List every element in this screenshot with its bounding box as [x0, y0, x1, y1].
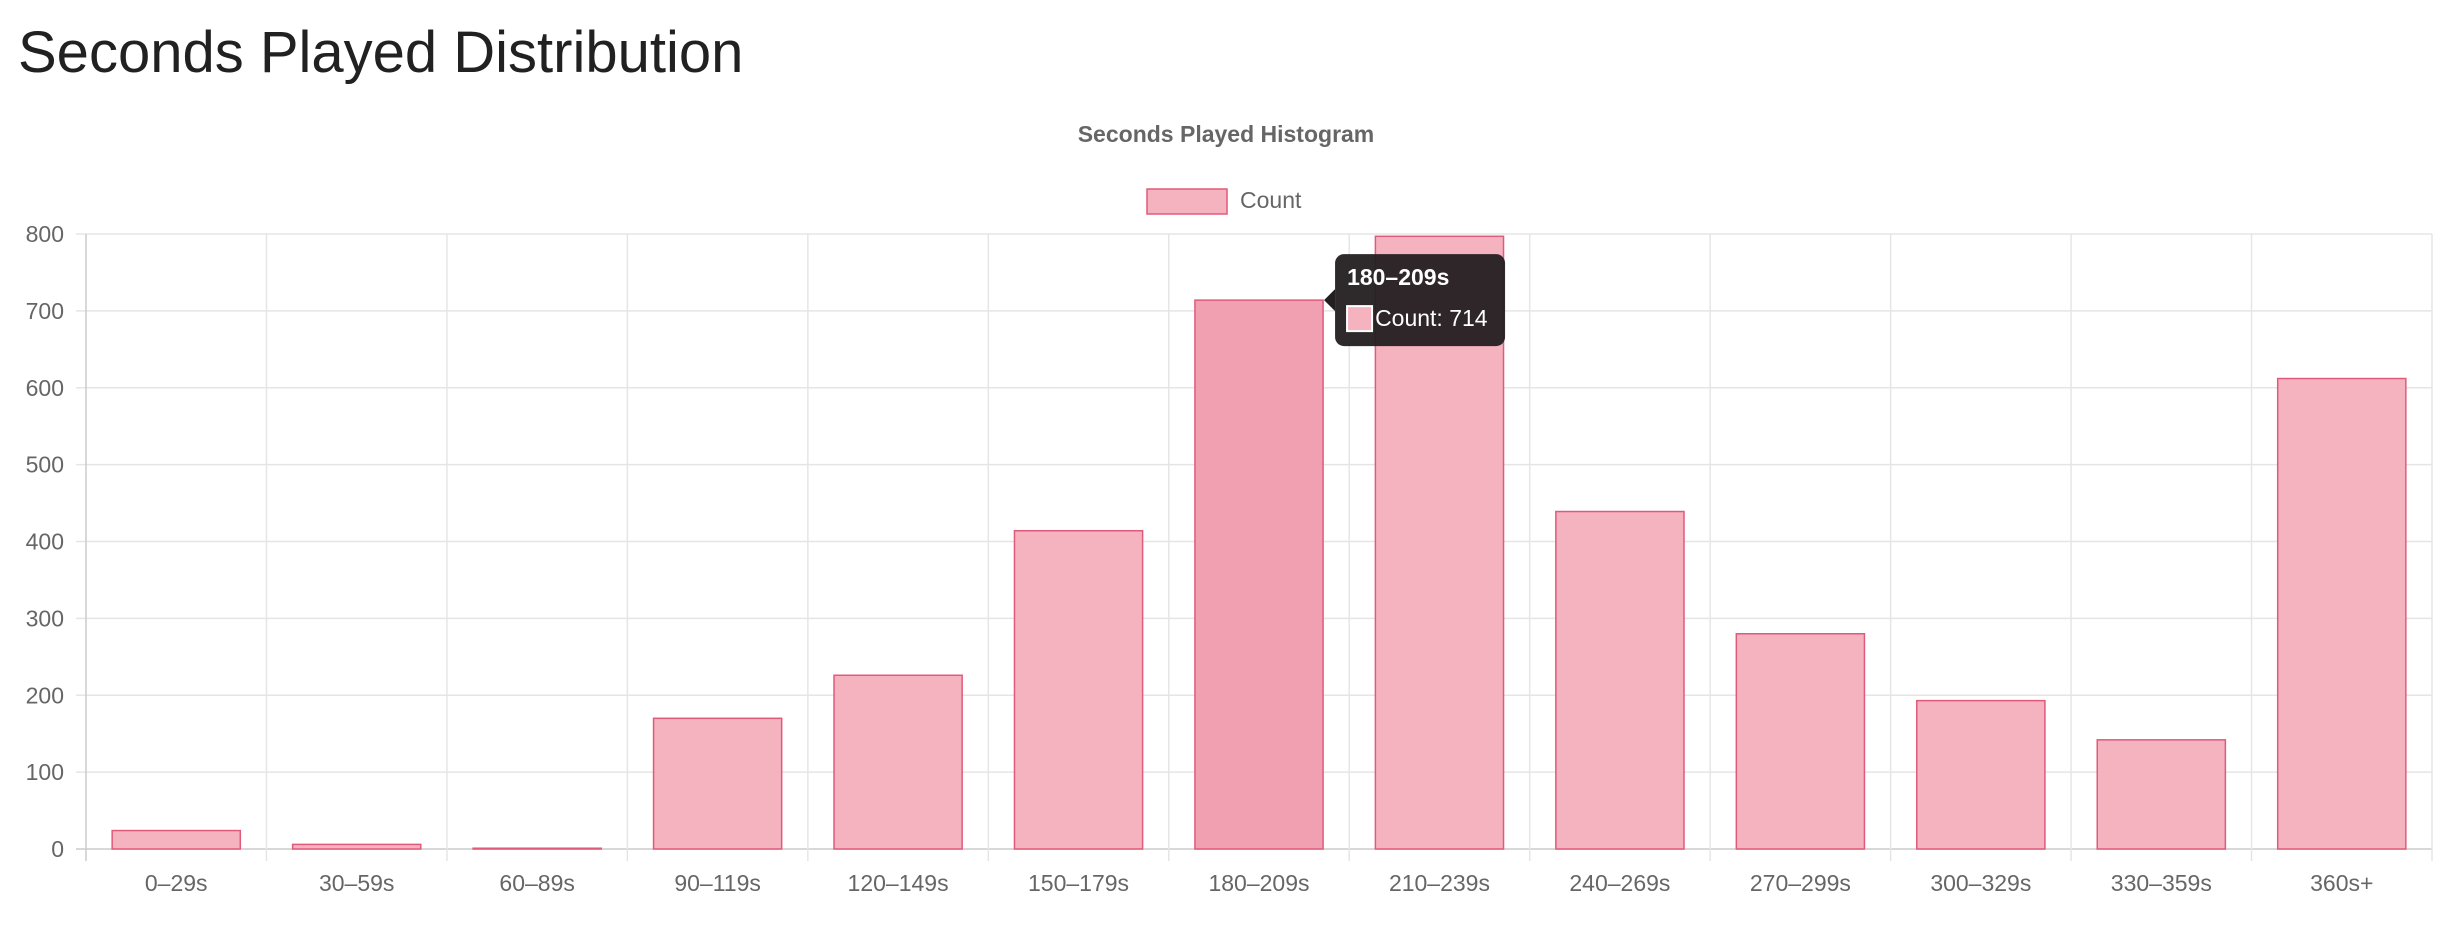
bar[interactable] — [2096, 739, 2227, 850]
bar[interactable] — [291, 843, 422, 850]
x-tick-label: 0–29s — [145, 870, 208, 896]
x-tick-label: 240–269s — [1569, 870, 1670, 896]
y-tick-label: 300 — [26, 605, 64, 631]
x-tick-label: 180–209s — [1208, 870, 1309, 896]
y-tick-label: 800 — [26, 221, 64, 247]
tooltip-caret — [1324, 289, 1336, 312]
chart-title: Seconds Played Histogram — [1078, 121, 1375, 147]
x-tick-label: 90–119s — [674, 870, 761, 896]
bar[interactable] — [1013, 529, 1144, 850]
bar[interactable] — [1555, 510, 1685, 850]
tooltip-label: Count: 714 — [1375, 305, 1488, 331]
bar[interactable] — [1735, 633, 1866, 850]
legend-label[interactable]: Count — [1240, 187, 1302, 213]
tooltip: 180–209s Count: 714 — [1324, 254, 1506, 347]
x-tick-label: 210–239s — [1389, 870, 1490, 896]
bar[interactable] — [2276, 377, 2407, 850]
bar[interactable] — [472, 847, 602, 850]
x-tick-label: 270–299s — [1750, 870, 1851, 896]
y-tick-label: 400 — [26, 529, 64, 555]
y-tick-label: 600 — [26, 375, 64, 401]
bar[interactable] — [652, 717, 783, 850]
x-tick-label: 120–149s — [848, 870, 949, 896]
y-tick-label: 0 — [51, 836, 64, 862]
tooltip-title: 180–209s — [1347, 264, 1449, 290]
x-tick-label: 30–59s — [319, 870, 394, 896]
axes: 0 100 200 300 400 500 600 700 800 0–29s 30–59s 60–8… — [26, 221, 2374, 896]
legend[interactable]: Count — [1146, 187, 1302, 215]
x-tick-label: 60–89s — [499, 870, 574, 896]
y-tick-label: 200 — [26, 682, 64, 708]
y-tick-label: 100 — [26, 759, 64, 785]
page-title: Seconds Played Distribution — [18, 20, 744, 85]
x-tick-label: 300–329s — [1930, 870, 2031, 896]
y-tick-label: 500 — [26, 452, 64, 478]
bars — [111, 235, 2407, 850]
legend-swatch[interactable] — [1146, 188, 1228, 215]
tooltip-swatch — [1346, 305, 1374, 333]
bar[interactable] — [833, 674, 963, 850]
x-tick-label: 330–359s — [2111, 870, 2212, 896]
y-tick-label: 700 — [26, 298, 64, 324]
x-tick-label: 150–179s — [1028, 870, 1129, 896]
bar[interactable] — [1916, 699, 2046, 850]
bar[interactable] — [1194, 299, 1324, 850]
tooltip-background — [1335, 254, 1506, 347]
bar[interactable] — [111, 829, 242, 850]
x-tick-label: 360s+ — [2310, 870, 2373, 896]
